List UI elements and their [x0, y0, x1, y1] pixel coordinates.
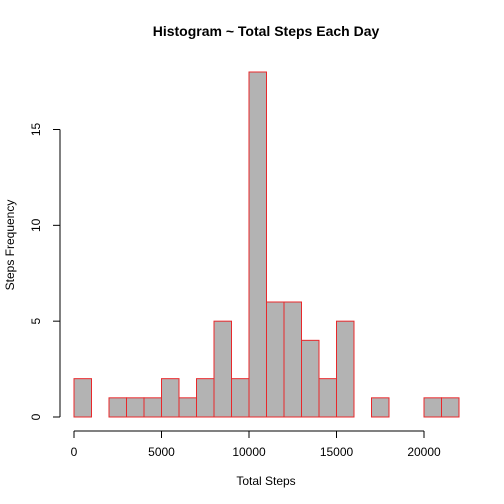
x-tick-label-3: 15000 [320, 445, 354, 459]
histogram-bar-13 [301, 339, 320, 418]
x-tick-label-1: 5000 [148, 445, 175, 459]
histogram-bar-9 [231, 378, 250, 418]
histogram-bar-14 [318, 378, 337, 418]
y-axis-label: Steps Frequency [3, 200, 17, 291]
bars-group [73, 71, 460, 418]
histogram-bar-21 [441, 397, 460, 418]
x-axis: 0 5000 10000 15000 20000 [71, 430, 441, 459]
histogram-bar-20 [423, 397, 442, 418]
histogram-bar-10 [248, 71, 267, 418]
histogram-bar-3 [126, 397, 145, 418]
histogram-bar-7 [196, 378, 215, 418]
histogram-bar-0 [73, 378, 92, 418]
y-tick-label-3: 15 [29, 123, 43, 137]
chart-title: Histogram ~ Total Steps Each Day [153, 23, 380, 39]
x-axis-label: Total Steps [236, 474, 295, 488]
x-tick-label-0: 0 [71, 445, 78, 459]
y-tick-label-0: 0 [29, 413, 43, 420]
histogram-bar-5 [161, 378, 180, 418]
histogram-bar-12 [283, 301, 302, 418]
y-axis: 0 5 10 15 [29, 123, 61, 420]
x-tick-label-4: 20000 [407, 445, 441, 459]
histogram-bar-6 [178, 397, 197, 418]
histogram-bar-11 [266, 301, 285, 418]
histogram-bar-4 [143, 397, 162, 418]
histogram-bar-15 [336, 320, 355, 418]
histogram-bar-8 [213, 320, 232, 418]
histogram-bar-2 [108, 397, 127, 418]
y-tick-label-2: 10 [29, 218, 43, 232]
y-tick-label-1: 5 [29, 318, 43, 325]
histogram-bar-17 [371, 397, 390, 418]
x-tick-label-2: 10000 [232, 445, 266, 459]
